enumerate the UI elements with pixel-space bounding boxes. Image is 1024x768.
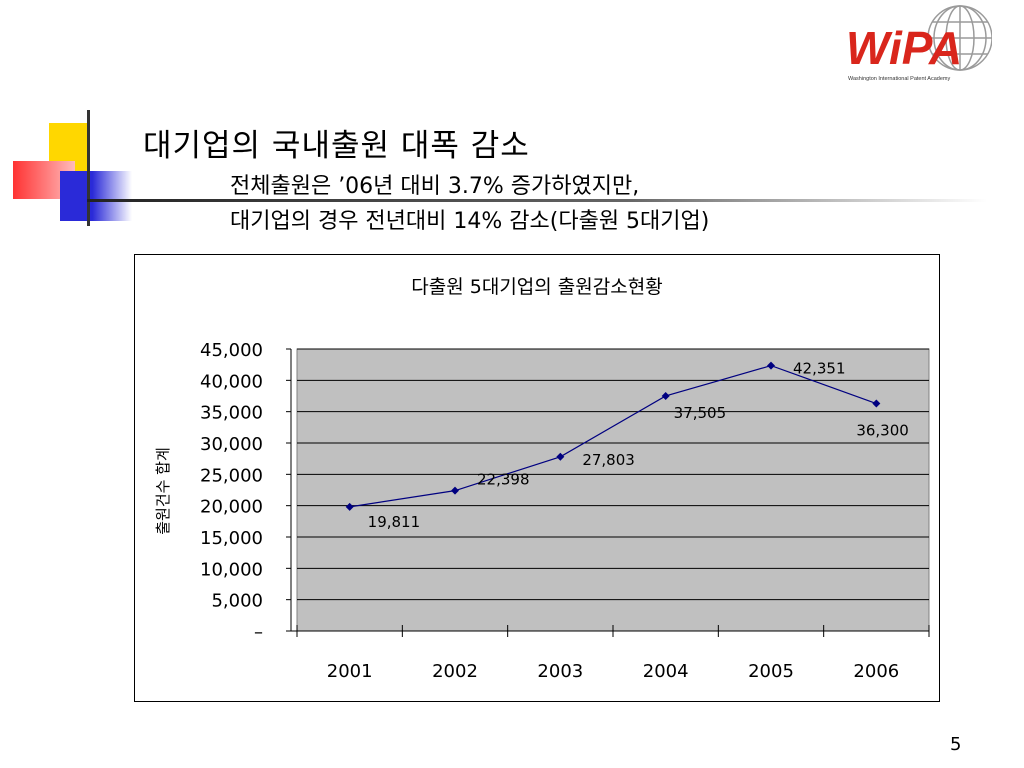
x-tick-label: 2006: [853, 661, 899, 682]
data-label: 27,803: [582, 451, 635, 469]
data-point: [661, 391, 670, 400]
x-tick-label: 2001: [327, 661, 373, 682]
series-line: [349, 364, 877, 508]
y-tick-label: 25,000: [200, 465, 263, 486]
logo-tagline: Washington International Patent Academy: [848, 76, 950, 82]
x-tick-label: 2005: [748, 661, 794, 682]
slide-title: 대기업의 국내출원 대폭 감소: [143, 128, 530, 164]
data-points: [345, 361, 881, 511]
data-point: [451, 486, 459, 495]
x-tick-label: 2002: [432, 661, 478, 682]
axes: [286, 348, 930, 637]
y-tick-label: 45,000: [200, 340, 263, 361]
x-tick-label: 2004: [643, 661, 689, 682]
data-label: 22,398: [477, 471, 530, 489]
decor-horizontal-line: [87, 199, 987, 202]
globe-icon: [927, 5, 992, 71]
x-tick-label: 2003: [537, 661, 583, 682]
decor-vertical-line: [87, 110, 90, 226]
y-tick-label: 30,000: [200, 434, 263, 455]
chart-frame: 다출원 5대기업의 출원감소현황 – 5,000 10,000 15,000 20,00…: [134, 254, 940, 702]
wipa-logo: WiPA Washington International Patent Aca…: [846, 5, 992, 82]
x-tick-labels: 2001 2002 2003 2004 2005 2006: [327, 661, 899, 682]
y-tick-label: 35,000: [200, 403, 263, 424]
data-point: [345, 502, 354, 511]
y-tick-labels: – 5,000 10,000 15,000 20,000 25,000 30,000 35,0…: [200, 340, 263, 643]
y-tick-label: 40,000: [200, 371, 263, 392]
gridlines: [297, 348, 929, 601]
plot-area: [296, 348, 930, 632]
data-point: [556, 452, 565, 461]
data-labels: 19,811 22,398 27,803 37,505 42,351 36,300: [368, 360, 909, 531]
y-tick-label: 10,000: [200, 559, 263, 580]
subtitle-line-2: 대기업의 경우 전년대비 14% 감소(다출원 5대기업): [230, 209, 710, 234]
y-tick-label: 15,000: [200, 528, 263, 549]
y-tick-label: 20,000: [200, 497, 263, 518]
y-tick-label: –: [254, 622, 263, 643]
subtitle-line-1: 전체출원은 ’06년 대비 3.7% 증가하였지만,: [230, 174, 640, 199]
data-label: 42,351: [793, 360, 846, 378]
data-point: [767, 361, 775, 370]
data-label: 19,811: [368, 513, 421, 531]
decor-blue-square: [60, 171, 132, 221]
page-number: 5: [950, 734, 962, 755]
data-label: 37,505: [674, 404, 727, 422]
logo-wordmark: WiPA: [846, 22, 962, 74]
line-chart: 다출원 5대기업의 출원감소현황 – 5,000 10,000 15,000 20,00…: [154, 276, 930, 682]
chart-title: 다출원 5대기업의 출원감소현황: [411, 276, 662, 298]
y-axis-label: 출원건수 합계: [154, 447, 172, 535]
data-label: 36,300: [856, 422, 909, 440]
y-tick-label: 5,000: [211, 591, 263, 612]
data-point: [872, 399, 881, 408]
